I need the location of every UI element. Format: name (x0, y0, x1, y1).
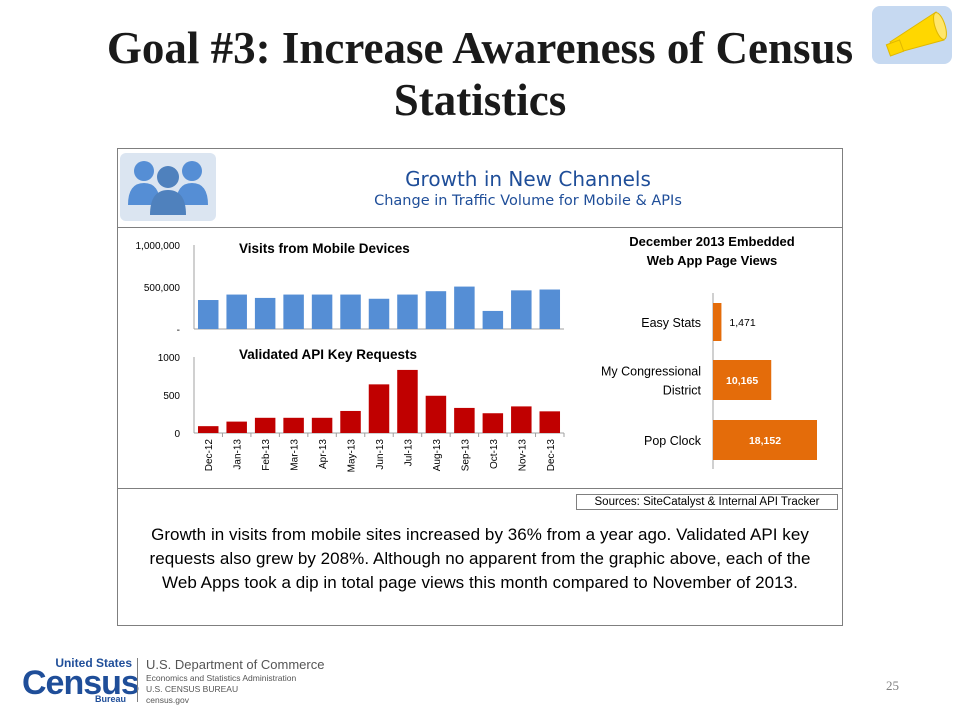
panel-header: Growth in New Channels Change in Traffic… (118, 149, 842, 228)
chart-2-bar (713, 360, 772, 400)
chart-2-bar (713, 420, 817, 460)
chart-0-bar (454, 286, 475, 329)
chart-2-value-label: 1,471 (729, 317, 755, 329)
chart-1-title: Validated API Key Requests (239, 347, 417, 362)
chart-0-bar (340, 294, 361, 329)
chart-1-y-tick-label: 0 (174, 429, 180, 440)
chart-1-y-tick-label: 1000 (158, 353, 181, 364)
census-logo-top: United States (55, 656, 132, 670)
summary-line-2: requests also grew by 208%. Although no … (149, 549, 811, 568)
chart-0-bar (254, 297, 276, 329)
chart-1-bar (425, 395, 447, 433)
dept-line-1: Economics and Statistics Administration (146, 673, 297, 683)
sources-note: Sources: SiteCatalyst & Internal API Tra… (576, 494, 838, 510)
summary-text: Growth in visits from mobile sites incre… (132, 523, 828, 595)
chart-1-bar (226, 421, 247, 433)
footer-divider (137, 658, 138, 702)
chart-0-bar (511, 290, 532, 329)
megaphone-icon (872, 6, 952, 64)
growth-panel: Growth in New Channels Change in Traffic… (117, 148, 843, 626)
chart-1-x-tick-label: Dec-13 (546, 439, 557, 472)
chart-1-bar (283, 417, 304, 433)
chart-1-x-tick-label: May-13 (347, 439, 358, 473)
chart-2-title-line-2: Web App Page Views (647, 253, 778, 268)
charts-canvas: Visits from Mobile Devices - 500,000 1,000,… (136, 234, 817, 473)
chart-2-category-label: My Congressional (601, 365, 701, 379)
chart-0-bar (311, 294, 333, 329)
summary-line-1: Growth in visits from mobile sites incre… (151, 525, 809, 544)
chart-1-x-tick-label: Jul-13 (403, 439, 414, 467)
chart-1-x-tick-label: Nov-13 (517, 439, 528, 472)
chart-1-x-tick-label: Jan-13 (233, 439, 244, 470)
slide-title-line-1: Goal #3: Increase Awareness of Census (106, 23, 854, 73)
chart-1-bar (311, 417, 333, 433)
chart-0-y-tick-label: 1,000,000 (136, 241, 181, 252)
chart-0-title: Visits from Mobile Devices (239, 241, 410, 256)
chart-1-bar (539, 411, 561, 433)
chart-2-category-label: Pop Clock (644, 434, 702, 448)
chart-2-title-line-1: December 2013 Embedded (629, 234, 795, 249)
chart-1-x-tick-label: Feb-13 (261, 439, 272, 471)
charts-region: Visits from Mobile Devices - 500,000 1,000,… (118, 228, 842, 489)
chart-1-x-tick-label: Apr-13 (318, 439, 329, 469)
chart-1-bar (197, 426, 219, 433)
chart-2-category-label: Easy Stats (641, 316, 701, 330)
chart-1-x-tick-label: Sep-13 (460, 439, 471, 472)
chart-1-bar (368, 384, 390, 433)
chart-0-bar (425, 291, 447, 329)
chart-2-value-label: 18,152 (749, 435, 781, 447)
chart-1-bar (454, 407, 475, 433)
chart-0-bar (482, 310, 504, 329)
chart-2-category-label: District (663, 384, 702, 398)
dept-line-2: U.S. CENSUS BUREAU (146, 684, 239, 694)
census-logo-bureau: Bureau (95, 694, 127, 704)
chart-1-x-tick-label: Jun-13 (375, 439, 386, 470)
chart-0-bar (397, 294, 418, 329)
chart-0-bar (368, 298, 390, 329)
census-logo-wordmark: Census (22, 664, 140, 702)
chart-0-bar (539, 289, 561, 329)
slide-title: Goal #3: Increase Awareness of Census St… (0, 22, 960, 126)
chart-1-x-tick-label: Oct-13 (489, 439, 500, 469)
people-group-icon (120, 153, 216, 221)
chart-0-y-tick-label: 500,000 (144, 283, 181, 294)
chart-0-y-tick-label: - (177, 325, 180, 336)
chart-1-x-tick-label: Mar-13 (290, 439, 301, 471)
panel-header-subtitle: Change in Traffic Volume for Mobile & AP… (374, 193, 682, 209)
chart-0-bar (283, 294, 304, 329)
chart-1-x-tick-label: Dec-12 (204, 439, 215, 472)
dept-name: U.S. Department of Commerce (146, 657, 325, 672)
chart-1-bar (340, 410, 361, 433)
chart-1-bar (511, 406, 532, 433)
chart-2-value-label: 10,165 (726, 375, 758, 387)
dept-line-3: census.gov (146, 695, 189, 705)
chart-1-x-tick-label: Aug-13 (432, 439, 443, 472)
page-number: 25 (886, 678, 899, 693)
slide-title-line-2: Statistics (393, 75, 567, 125)
chart-1-bar (397, 369, 418, 433)
chart-1-bar (482, 413, 504, 433)
chart-1-y-tick-label: 500 (163, 391, 180, 402)
chart-0-bar (197, 300, 219, 329)
chart-1-bar (254, 417, 276, 433)
chart-2-bar (713, 303, 722, 341)
summary-line-3: Web Apps took a dip in total page views … (162, 573, 798, 592)
chart-0-bar (226, 294, 247, 329)
panel-header-title: Growth in New Channels (405, 167, 651, 191)
